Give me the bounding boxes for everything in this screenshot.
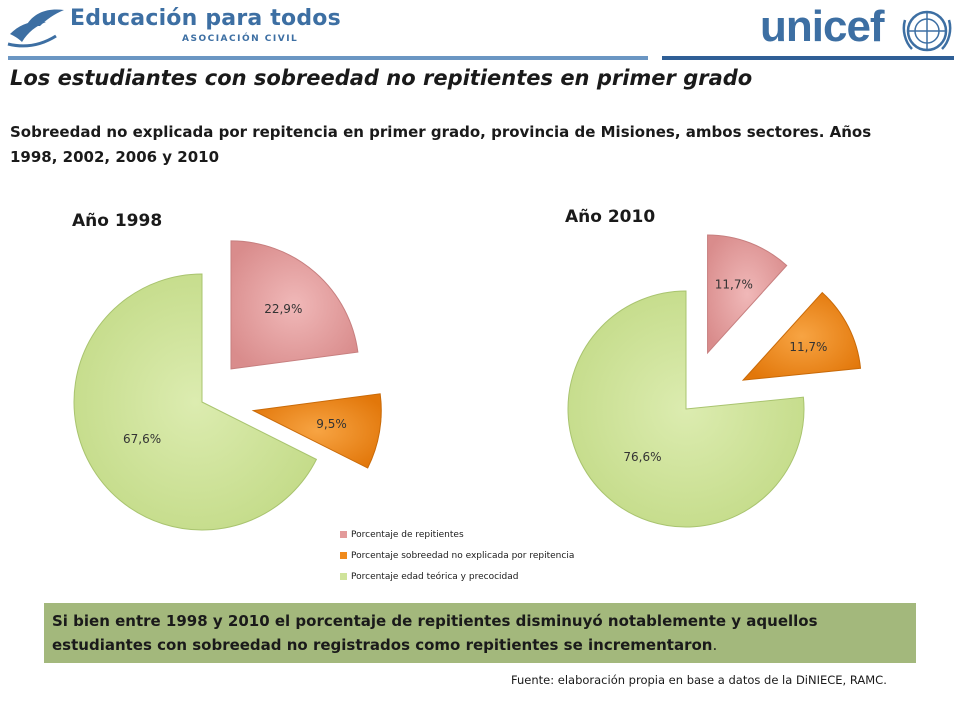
conclusion-note: Si bien entre 1998 y 2010 el porcentaje … xyxy=(44,603,916,663)
brand-left-text: Educación para todos xyxy=(70,6,341,31)
source-citation: Fuente: elaboración propia en base a dat… xyxy=(511,673,887,687)
legend-label-sobreedad: Porcentaje sobreedad no explicada por re… xyxy=(351,550,575,561)
legend: Porcentaje de repitientes Porcentaje sob… xyxy=(340,524,574,587)
educacion-para-todos-logo: Educación para todos ASOCIACIÓN CIVIL xyxy=(6,4,341,54)
legend-item-repitientes: Porcentaje de repitientes xyxy=(340,524,574,545)
pie-label-edad-teorica: 76,6% xyxy=(623,450,661,464)
legend-swatch-edad-teorica xyxy=(340,573,347,580)
unicef-logo: unicef xyxy=(760,2,956,56)
pie-2010: 11,7% 11,7% 76,6% xyxy=(567,234,862,528)
unicef-emblem-icon xyxy=(902,10,952,52)
pie-slice-sobreedad xyxy=(251,393,382,469)
pie-label-sobreedad: 9,5% xyxy=(316,417,347,431)
header-rule-right xyxy=(662,56,954,60)
pie-slice-sobreedad xyxy=(741,291,862,381)
page-title: Los estudiantes con sobreedad no repitie… xyxy=(10,66,753,90)
pie-1998: 22,9% 9,5% 67,6% xyxy=(73,240,382,531)
legend-swatch-repitientes xyxy=(340,531,347,538)
page-subtitle: Sobreedad no explicada por repitencia en… xyxy=(10,123,872,166)
pie-slice-repitientes xyxy=(707,234,788,355)
header: Educación para todos ASOCIACIÓN CIVIL un… xyxy=(0,0,960,62)
header-rule-left xyxy=(8,56,648,60)
legend-swatch-sobreedad xyxy=(340,552,347,559)
pie-slice-edad-teorica xyxy=(567,290,805,528)
pie-label-edad-teorica: 67,6% xyxy=(123,432,161,446)
note-text: Si bien entre 1998 y 2010 el porcentaje … xyxy=(52,612,818,654)
brand-left-subtext: ASOCIACIÓN CIVIL xyxy=(182,34,299,44)
legend-label-repitientes: Porcentaje de repitientes xyxy=(351,529,464,540)
legend-item-sobreedad: Porcentaje sobreedad no explicada por re… xyxy=(340,545,574,566)
brand-right-text: unicef xyxy=(760,2,885,51)
chart-title-1998: Año 1998 xyxy=(72,211,163,231)
pie-label-sobreedad: 11,7% xyxy=(789,340,827,354)
legend-item-edad-teorica: Porcentaje edad teórica y precocidad xyxy=(340,566,574,587)
note-period: . xyxy=(712,636,718,654)
pie-slice-edad-teorica xyxy=(73,273,318,531)
pie-label-repitientes: 11,7% xyxy=(715,278,753,292)
pie-label-repitientes: 22,9% xyxy=(264,302,302,316)
chart-title-2010: Año 2010 xyxy=(565,207,656,227)
legend-label-edad-teorica: Porcentaje edad teórica y precocidad xyxy=(351,571,519,582)
dove-icon xyxy=(7,9,64,48)
pie-slice-repitientes xyxy=(230,240,359,370)
